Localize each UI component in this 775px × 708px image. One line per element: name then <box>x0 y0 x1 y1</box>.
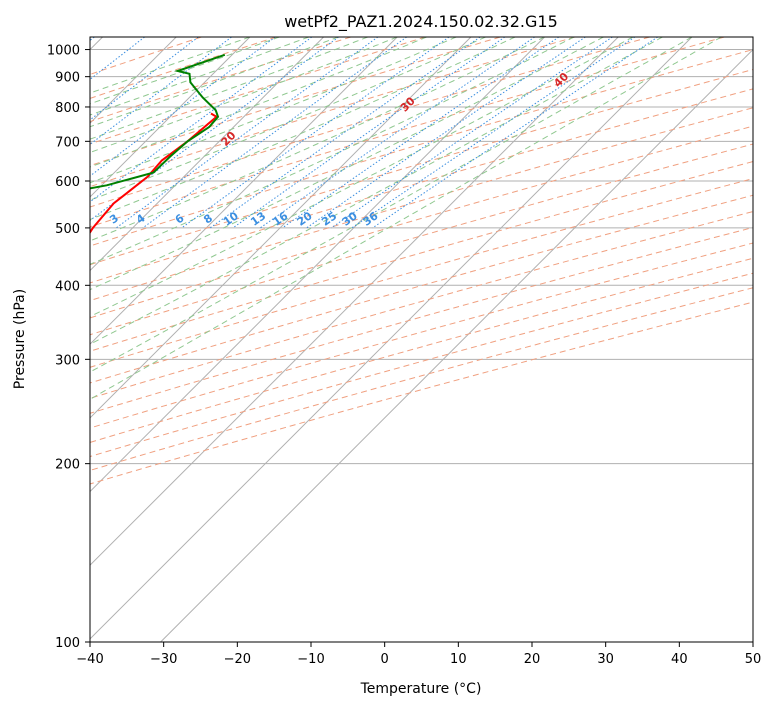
dry-adiabat-line <box>90 125 753 319</box>
mixing-ratio-line <box>90 37 313 203</box>
y-tick-label: 1000 <box>47 44 80 59</box>
y-axis-title: Pressure (hPa) <box>12 289 28 389</box>
dry-adiabat-line <box>90 37 650 208</box>
isotherm-line <box>160 48 753 642</box>
mixing-ratio-line <box>90 37 199 121</box>
dry-adiabat-line <box>90 301 753 485</box>
x-tick-label: 30 <box>597 652 614 667</box>
moist-adiabat-line <box>90 37 575 265</box>
dry-adiabat-line <box>90 68 753 266</box>
x-tick-label: 10 <box>450 652 467 667</box>
plot-background-lines <box>90 37 753 642</box>
x-tick-label: 50 <box>745 652 762 667</box>
dry-adiabat-line <box>90 37 501 167</box>
y-tick-label: 500 <box>55 222 80 237</box>
dry-adiabat-line <box>90 37 277 99</box>
x-tick-label: −10 <box>297 652 324 667</box>
mixing-ratio-line <box>209 37 481 229</box>
dry-adiabat-line <box>90 37 725 228</box>
x-axis-title: Temperature (°C) <box>360 681 482 697</box>
moist-adiabat-line <box>90 37 516 221</box>
x-tick-label: −20 <box>224 652 251 667</box>
isotherm-line <box>90 37 693 640</box>
mixing-ratio-line <box>142 37 407 229</box>
isotherm-line <box>90 37 472 419</box>
x-tick-label: −40 <box>76 652 103 667</box>
x-tick-label: 0 <box>381 652 389 667</box>
mixing-ratio-line <box>372 37 658 229</box>
y-tick-label: 300 <box>55 353 80 368</box>
dry-adiabat-line <box>90 272 753 458</box>
y-tick-label: 900 <box>55 71 80 86</box>
moist-adiabat-line <box>90 37 486 201</box>
isotherm-line <box>90 37 324 272</box>
mixing-ratio-line <box>259 37 535 229</box>
dry-adiabat-line <box>90 88 753 284</box>
isotherm-line <box>90 37 398 345</box>
moist-adiabat-line <box>90 37 280 105</box>
moist-adiabat-line <box>90 37 663 345</box>
plot-frame <box>89 36 754 643</box>
moist-adiabat-line <box>90 37 545 242</box>
moist-adiabat-line <box>90 37 604 291</box>
isotherm-line <box>90 37 619 566</box>
dewpoint-line <box>90 53 226 190</box>
y-tick-label: 100 <box>55 636 80 651</box>
moist-adiabat-line <box>90 37 722 400</box>
mixing-ratio-line <box>90 37 232 145</box>
x-tick-label: 20 <box>524 652 541 667</box>
mixing-ratio-line <box>90 37 276 177</box>
profile-series <box>90 53 226 235</box>
moist-adiabat-line <box>90 37 398 154</box>
moist-adiabat-line <box>90 37 634 318</box>
x-axis-ticks: −40 −30 −20 −10 0 10 20 30 40 50 <box>76 642 761 667</box>
dry-adiabat-line <box>90 143 753 336</box>
y-tick-label: 700 <box>55 135 80 150</box>
y-tick-label: 200 <box>55 458 80 473</box>
mixing-ratio-line <box>232 37 506 229</box>
dry-adiabat-line <box>90 226 753 414</box>
y-tick-label: 800 <box>55 101 80 116</box>
chart-title: wetPf2_PAZ1.2024.150.02.32.G15 <box>284 12 558 32</box>
y-tick-label: 400 <box>55 279 80 294</box>
mixing-ratio-line <box>282 37 560 229</box>
moist-adiabat-line <box>90 37 309 116</box>
x-tick-label: −30 <box>150 652 177 667</box>
dry-adiabat-line <box>90 242 753 429</box>
y-tick-label: 600 <box>55 175 80 190</box>
isotherm-line <box>90 37 251 198</box>
mixing-ratio-line <box>331 37 613 229</box>
mixing-ratio-line <box>351 37 636 229</box>
moist-adiabat-line <box>90 37 339 128</box>
x-tick-label: 40 <box>671 652 688 667</box>
mixing-ratio-line <box>115 37 379 229</box>
y-axis-ticks: 100 200 300 400 500 600 700 800 900 1000 <box>47 44 90 651</box>
moist-adiabat-line <box>90 37 427 168</box>
